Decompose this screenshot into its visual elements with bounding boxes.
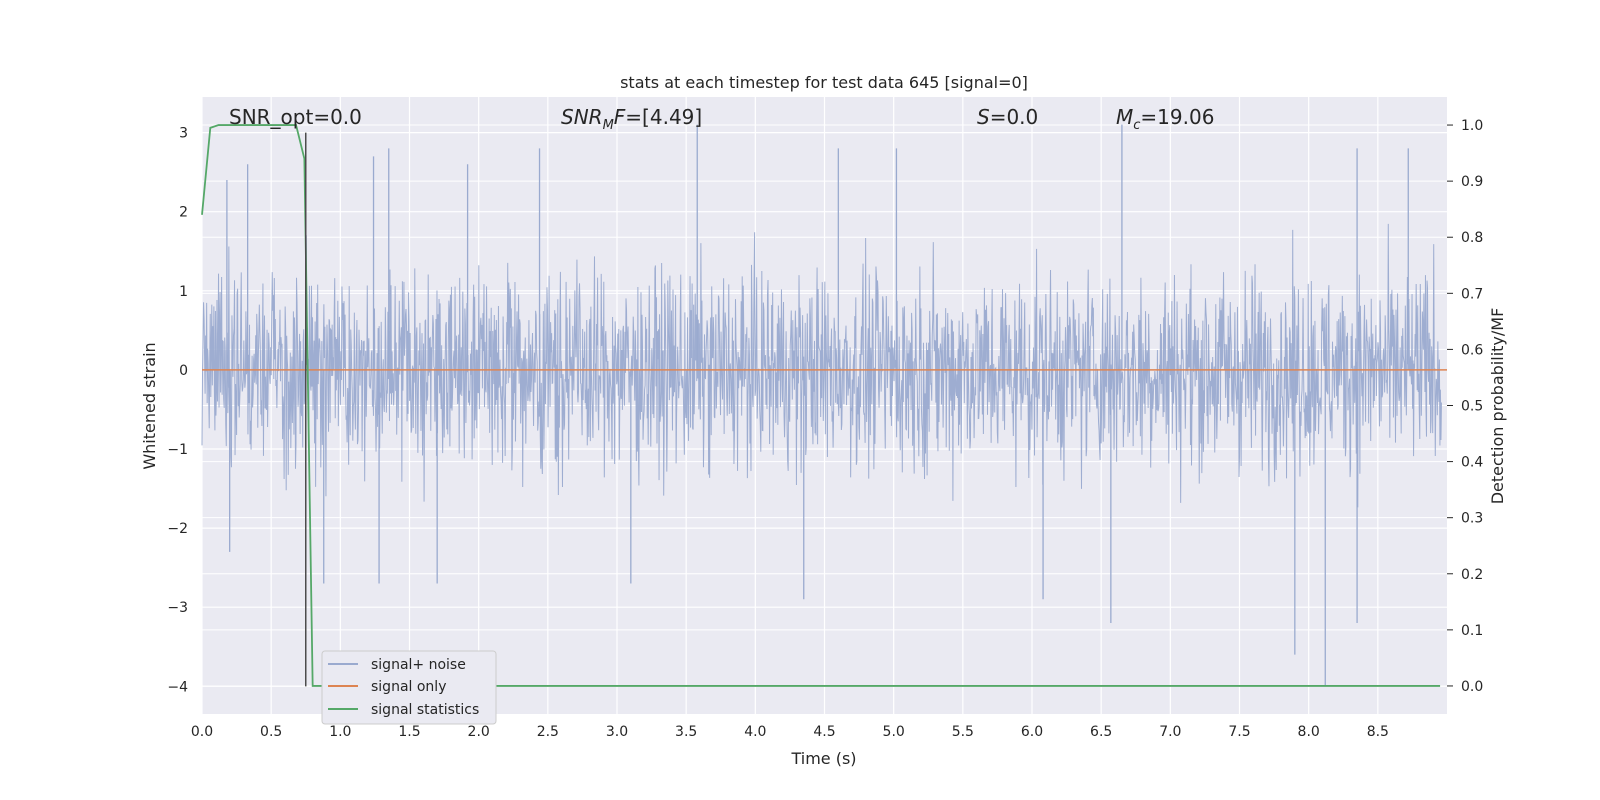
y-left-tick-label-1: 2 <box>179 205 188 221</box>
y-left-tick-label-3: 0 <box>179 363 188 379</box>
x-tick-label-3: 1.5 <box>398 724 420 740</box>
y-right-tick-label-10: 0.0 <box>1461 679 1483 695</box>
x-tick-label-7: 3.5 <box>675 724 697 740</box>
x-tick-label-13: 6.5 <box>1090 724 1112 740</box>
x-tick-label-6: 3.0 <box>606 724 628 740</box>
y-left-tick-label-0: 3 <box>179 126 188 142</box>
y-right-tick-label-6: 0.4 <box>1461 455 1483 471</box>
x-tick-label-14: 7.0 <box>1159 724 1181 740</box>
x-tick-label-12: 6.0 <box>1021 724 1043 740</box>
x-tick-label-11: 5.5 <box>952 724 974 740</box>
x-tick-label-0: 0.0 <box>191 724 213 740</box>
legend-label-signal-only: signal only <box>371 679 446 695</box>
signal-noise-line <box>201 223 1442 508</box>
y-right-tick-label-3: 0.7 <box>1461 286 1483 302</box>
signal-statistics-line <box>201 124 1441 687</box>
y-left-tick-label-4: −1 <box>167 442 188 458</box>
annotation-snr-opt: SNR_opt=0.0 <box>229 105 362 129</box>
annotation-s: S=0.0 <box>977 105 1038 129</box>
y-right-tick-label-5: 0.5 <box>1461 399 1483 415</box>
legend-box <box>321 650 497 725</box>
y-right-tick-label-1: 0.9 <box>1461 174 1483 190</box>
chart-title: stats at each timestep for test data 645… <box>620 73 1028 92</box>
x-tick-label-1: 0.5 <box>260 724 282 740</box>
y-right-tick-label-2: 0.8 <box>1461 230 1483 246</box>
y-left-tick-label-7: −4 <box>167 679 188 695</box>
x-tick-label-2: 1.0 <box>329 724 351 740</box>
legend: signal+ noise signal only signal statist… <box>321 650 497 725</box>
y-right-axis-ticks: 1.0 0.9 0.8 0.7 0.6 0.5 0.4 0.3 0.2 0.1 0.0 <box>1447 118 1483 695</box>
y-right-axis-label: Detection probability/MF <box>1488 308 1507 505</box>
x-tick-label-5: 2.5 <box>537 724 559 740</box>
y-right-tick-label-8: 0.2 <box>1461 567 1483 583</box>
x-tick-label-16: 8.0 <box>1298 724 1320 740</box>
x-tick-label-8: 4.0 <box>744 724 766 740</box>
y-right-tick-label-4: 0.6 <box>1461 342 1483 358</box>
y-left-axis-label: Whitened strain <box>140 342 159 469</box>
x-tick-label-10: 5.0 <box>883 724 905 740</box>
y-right-tick-label-0: 1.0 <box>1461 118 1483 134</box>
x-tick-label-17: 8.5 <box>1367 724 1389 740</box>
x-tick-label-15: 7.5 <box>1228 724 1250 740</box>
y-left-tick-label-2: 1 <box>179 284 188 300</box>
annotation-mc: Mc=19.06 <box>1116 105 1214 133</box>
y-right-tick-label-7: 0.3 <box>1461 511 1483 527</box>
x-tick-label-9: 4.5 <box>813 724 835 740</box>
signal-statistics-series <box>201 124 1441 687</box>
y-right-tick-label-9: 0.1 <box>1461 623 1483 639</box>
y-left-tick-label-6: −3 <box>167 600 188 616</box>
legend-label-signal-statistics: signal statistics <box>371 702 479 718</box>
annotation-snr-mf: SNRMF=[4.49] <box>561 105 702 133</box>
signal-noise-series <box>201 124 1442 687</box>
x-axis-ticks: 0.0 0.5 1.0 1.5 2.0 2.5 3.0 3.5 4.0 4.5 5.0 5.5 6.0 6… <box>191 724 1389 740</box>
y-left-axis-ticks: 3 2 1 0 −1 −2 −3 −4 <box>167 126 188 696</box>
y-left-tick-label-5: −2 <box>167 521 188 537</box>
x-axis-label: Time (s) <box>790 749 856 768</box>
x-tick-label-4: 2.0 <box>468 724 490 740</box>
legend-label-signal-noise: signal+ noise <box>371 657 466 673</box>
